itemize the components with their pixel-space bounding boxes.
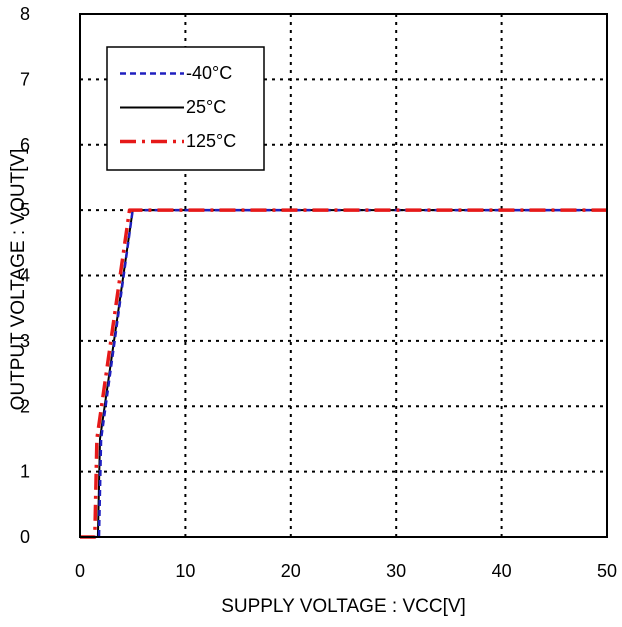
y-tick-label: 5: [20, 200, 30, 220]
y-tick-label: 1: [20, 462, 30, 482]
x-tick-label: 0: [75, 561, 85, 581]
y-tick-label: 2: [20, 396, 30, 416]
y-tick-label: 4: [20, 266, 30, 286]
tick-labels: 0 10 20 30 40 50 0 1 2 3 4 5 6 7 8: [20, 4, 617, 581]
x-tick-label: 10: [175, 561, 195, 581]
legend-label-2: 125°C: [186, 131, 236, 151]
y-tick-label: 0: [20, 527, 30, 547]
x-tick-label: 50: [597, 561, 617, 581]
series-group: [80, 208, 607, 539]
y-tick-label: 6: [20, 135, 30, 155]
legend-label-0: -40°C: [186, 63, 232, 83]
series-line-1: [80, 209, 607, 538]
y-tick-label: 3: [20, 331, 30, 351]
series-line-0: [80, 208, 607, 539]
x-tick-label: 40: [492, 561, 512, 581]
y-tick-label: 8: [20, 4, 30, 24]
x-tick-label: 20: [281, 561, 301, 581]
legend: -40°C 25°C 125°C: [106, 46, 265, 171]
y-axis-title: OUTPUT VOLTAGE : VOUT[V]: [8, 149, 29, 411]
legend-label-1: 25°C: [186, 97, 226, 117]
y-tick-label: 7: [20, 69, 30, 89]
x-axis-title: SUPPLY VOLTAGE : VCC[V]: [221, 596, 466, 617]
plot-frame: [79, 13, 608, 538]
series-line-2: [80, 208, 607, 539]
x-tick-label: 30: [386, 561, 406, 581]
